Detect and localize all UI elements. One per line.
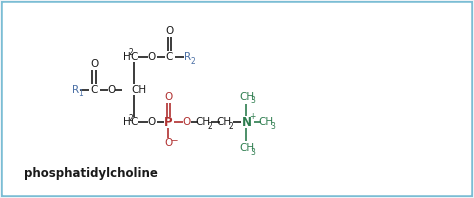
Text: H: H [124,117,131,127]
Text: −: − [170,136,177,145]
Text: R: R [184,52,191,62]
Text: C: C [131,52,138,62]
Text: O: O [164,92,173,102]
Text: +: + [249,112,255,121]
Text: O: O [164,138,173,148]
Text: O: O [148,52,156,62]
Text: 3: 3 [251,148,255,157]
Text: P: P [164,116,173,129]
Text: 3: 3 [270,122,275,131]
Text: phosphatidylcholine: phosphatidylcholine [24,167,158,180]
Text: CH: CH [132,85,147,95]
Text: O: O [182,117,191,127]
Text: H: H [124,52,131,62]
Text: CH: CH [258,117,273,127]
Text: 3: 3 [251,96,255,105]
Text: O: O [148,117,156,127]
Text: 1: 1 [78,89,83,98]
Text: N: N [241,116,251,129]
Text: O: O [90,59,99,69]
Text: CH: CH [195,117,210,127]
Text: C: C [131,117,138,127]
Text: 2: 2 [207,122,212,131]
Text: CH: CH [217,117,232,127]
Text: CH: CH [239,92,254,102]
Text: O: O [165,26,173,36]
Text: CH: CH [239,143,254,153]
Text: C: C [166,52,173,62]
Text: C: C [91,85,98,95]
Text: R: R [72,85,79,95]
Text: 2: 2 [128,114,133,123]
Text: O: O [107,85,115,95]
Text: 2: 2 [191,57,195,66]
Text: 2: 2 [128,48,133,57]
Text: 2: 2 [228,122,233,131]
